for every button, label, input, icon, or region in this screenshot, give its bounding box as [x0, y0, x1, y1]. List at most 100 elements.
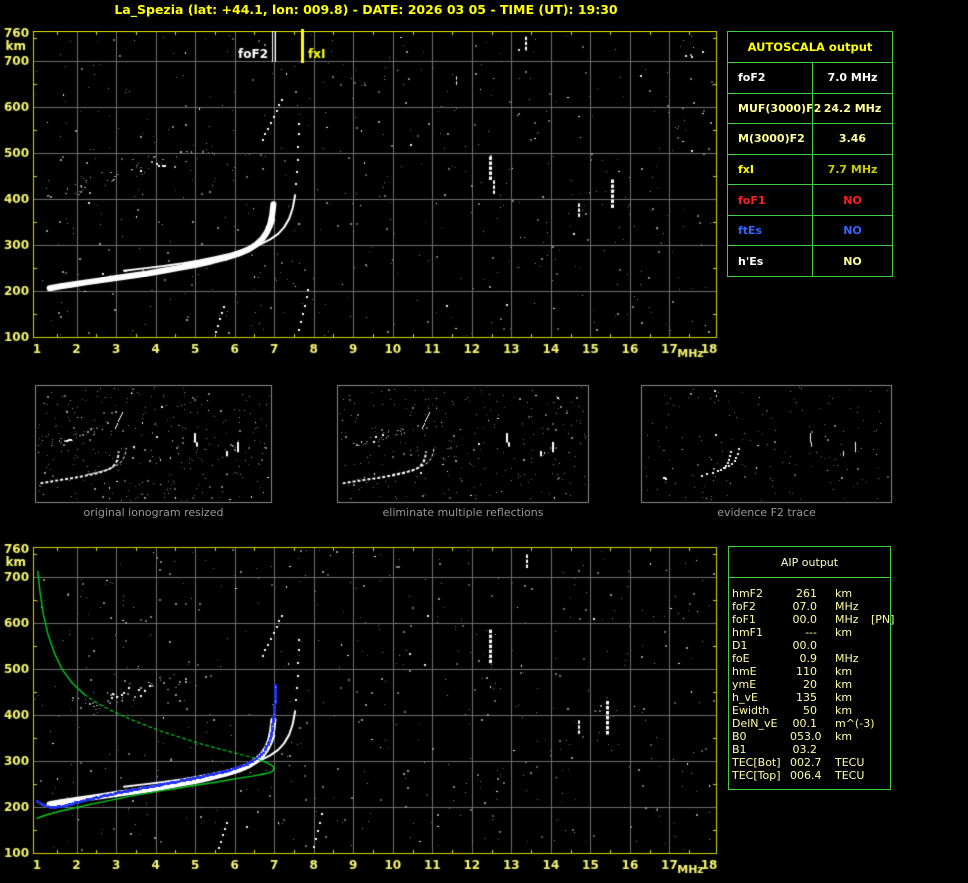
parameter-label: foF1: [738, 193, 766, 207]
parameter-name: TEC[Top]: [732, 769, 781, 782]
parameter-unit: m^(-3): [835, 717, 875, 730]
thumbnail-caption-original: original ionogram resized: [83, 506, 224, 519]
parameter-label: foF2: [738, 71, 766, 85]
parameter-value: 261: [796, 587, 817, 600]
autoscala-table-title: AUTOSCALA output: [747, 40, 873, 54]
parameter-value: 03.2: [792, 743, 818, 756]
parameter-flag: [PN]: [871, 613, 895, 626]
thumbnail-caption-eliminate-reflections: eliminate multiple reflections: [382, 506, 544, 519]
aip-row-yme: ymE 20 km: [729, 678, 890, 691]
parameter-name: DelN_vE: [732, 717, 778, 730]
aip-table-body: hmF2 261 km foF2 07.0 MHz foF1 00.0 MHz [PN] hmF1 -…: [729, 578, 894, 782]
parameter-unit: MHz: [835, 600, 859, 613]
parameter-name: B0: [732, 730, 747, 743]
station-title: La_Spezia (lat: +44.1, lon: 009.8) - DAT…: [114, 2, 618, 17]
parameter-name: Ewidth: [732, 704, 770, 717]
aip-row-fof1: foF1 00.0 MHz [PN]: [729, 613, 894, 626]
parameter-value: NO: [812, 246, 892, 276]
parameter-flag: [863, 626, 890, 639]
parameter-value: 7.0 MHz: [812, 63, 892, 93]
parameter-name: foF2: [732, 600, 756, 613]
aip-output-table: AIP output hmF2 261 km foF2 07.0 MHz foF1 00.0 M…: [728, 546, 894, 790]
parameter-value: NO: [812, 215, 892, 246]
parameter-flag: [863, 678, 890, 691]
autoscala-row-hes: h'Es NO: [728, 245, 892, 276]
parameter-unit: km: [835, 665, 853, 678]
parameter-name: B1: [732, 743, 747, 756]
parameter-label: fxI: [738, 162, 754, 176]
parameter-name: h_vE: [732, 691, 758, 704]
parameter-value: 135: [796, 691, 817, 704]
parameter-flag: [863, 652, 890, 665]
parameter-unit: [817, 743, 863, 756]
aip-row-b0: B0 053.0 km: [729, 730, 890, 743]
parameter-flag: [863, 665, 890, 678]
parameter-label: M(3000)F2: [738, 132, 805, 146]
parameter-unit: km: [835, 678, 853, 691]
parameter-unit: TECU: [835, 769, 865, 782]
aip-row-hmf2: hmF2 261 km: [729, 587, 890, 600]
aip-row-hmf1: hmF1 --- km: [729, 626, 890, 639]
autoscala-row-ftes: ftEs NO: [728, 214, 892, 246]
parameter-value: ---: [805, 626, 817, 639]
parameter-label: ftEs: [738, 224, 763, 238]
parameter-unit: TECU: [835, 756, 865, 769]
parameter-value: 3.46: [812, 124, 892, 154]
aip-table-title: AIP output: [729, 547, 890, 578]
parameter-flag: [863, 639, 890, 652]
aip-row-fof2: foF2 07.0 MHz: [729, 600, 890, 613]
parameter-unit: MHz: [835, 652, 859, 665]
autoscala-row-fof1: foF1 NO: [728, 184, 892, 215]
aip-row-hve: h_vE 135 km: [729, 691, 890, 704]
parameter-unit: km: [835, 730, 853, 743]
parameter-name: D1: [732, 639, 748, 652]
parameter-value: 7.7 MHz: [812, 154, 892, 185]
parameter-value: 110: [796, 665, 817, 678]
aip-row-hme: hmE 110 km: [729, 665, 890, 678]
parameter-value: 053.0: [790, 730, 822, 743]
parameter-value: 00.0: [792, 639, 818, 652]
parameter-value: 00.0: [792, 613, 818, 626]
autoscala-row-muf3000f2: MUF(3000)F2 24.2 MHz: [728, 92, 892, 124]
autoscala-output-table: AUTOSCALA output foF2 7.0 MHz MUF(3000)F2 2…: [727, 31, 893, 277]
parameter-value: 002.7: [790, 756, 822, 769]
parameter-label: h'Es: [738, 254, 764, 268]
parameter-unit: MHz: [835, 613, 859, 626]
parameter-name: TEC[Bot]: [732, 756, 781, 769]
parameter-unit: km: [835, 587, 853, 600]
parameter-value: 0.9: [799, 652, 818, 665]
parameter-flag: [863, 600, 890, 613]
parameter-name: foE: [732, 652, 750, 665]
parameter-flag: [863, 756, 890, 769]
parameter-name: hmF2: [732, 587, 764, 600]
parameter-value: 50: [803, 704, 817, 717]
aip-row-tecbot: TEC[Bot] 002.7 TECU: [729, 756, 890, 769]
aip-row-delnve: DelN_vE 00.1 m^(-3): [729, 717, 890, 730]
parameter-flag: [863, 769, 890, 782]
aip-row-ewidth: Ewidth 50 km: [729, 704, 890, 717]
parameter-value: 00.1: [792, 717, 818, 730]
aip-row-b1: B1 03.2: [729, 743, 890, 756]
parameter-value: NO: [812, 185, 892, 215]
parameter-value: 24.2 MHz: [812, 93, 892, 124]
parameter-unit: km: [835, 626, 853, 639]
aip-row-d1: D1 00.0: [729, 639, 890, 652]
parameter-flag: [863, 743, 890, 756]
parameter-unit: km: [835, 704, 853, 717]
parameter-value: 006.4: [790, 769, 822, 782]
parameter-name: hmE: [732, 665, 757, 678]
parameter-name: foF1: [732, 613, 756, 626]
parameter-flag: [863, 691, 890, 704]
thumbnail-caption-evidence-f2: evidence F2 trace: [717, 506, 816, 519]
parameter-flag: [863, 717, 890, 730]
parameter-value: 20: [803, 678, 817, 691]
parameter-value: 07.0: [792, 600, 818, 613]
aip-row-foe: foE 0.9 MHz: [729, 652, 890, 665]
autoscala-row-fof2: foF2 7.0 MHz: [728, 62, 892, 93]
aip-row-tectop: TEC[Top] 006.4 TECU: [729, 769, 890, 782]
parameter-name: ymE: [732, 678, 757, 691]
parameter-unit: km: [835, 691, 853, 704]
parameter-label: MUF(3000)F2: [738, 101, 822, 115]
parameter-flag: [863, 730, 890, 743]
